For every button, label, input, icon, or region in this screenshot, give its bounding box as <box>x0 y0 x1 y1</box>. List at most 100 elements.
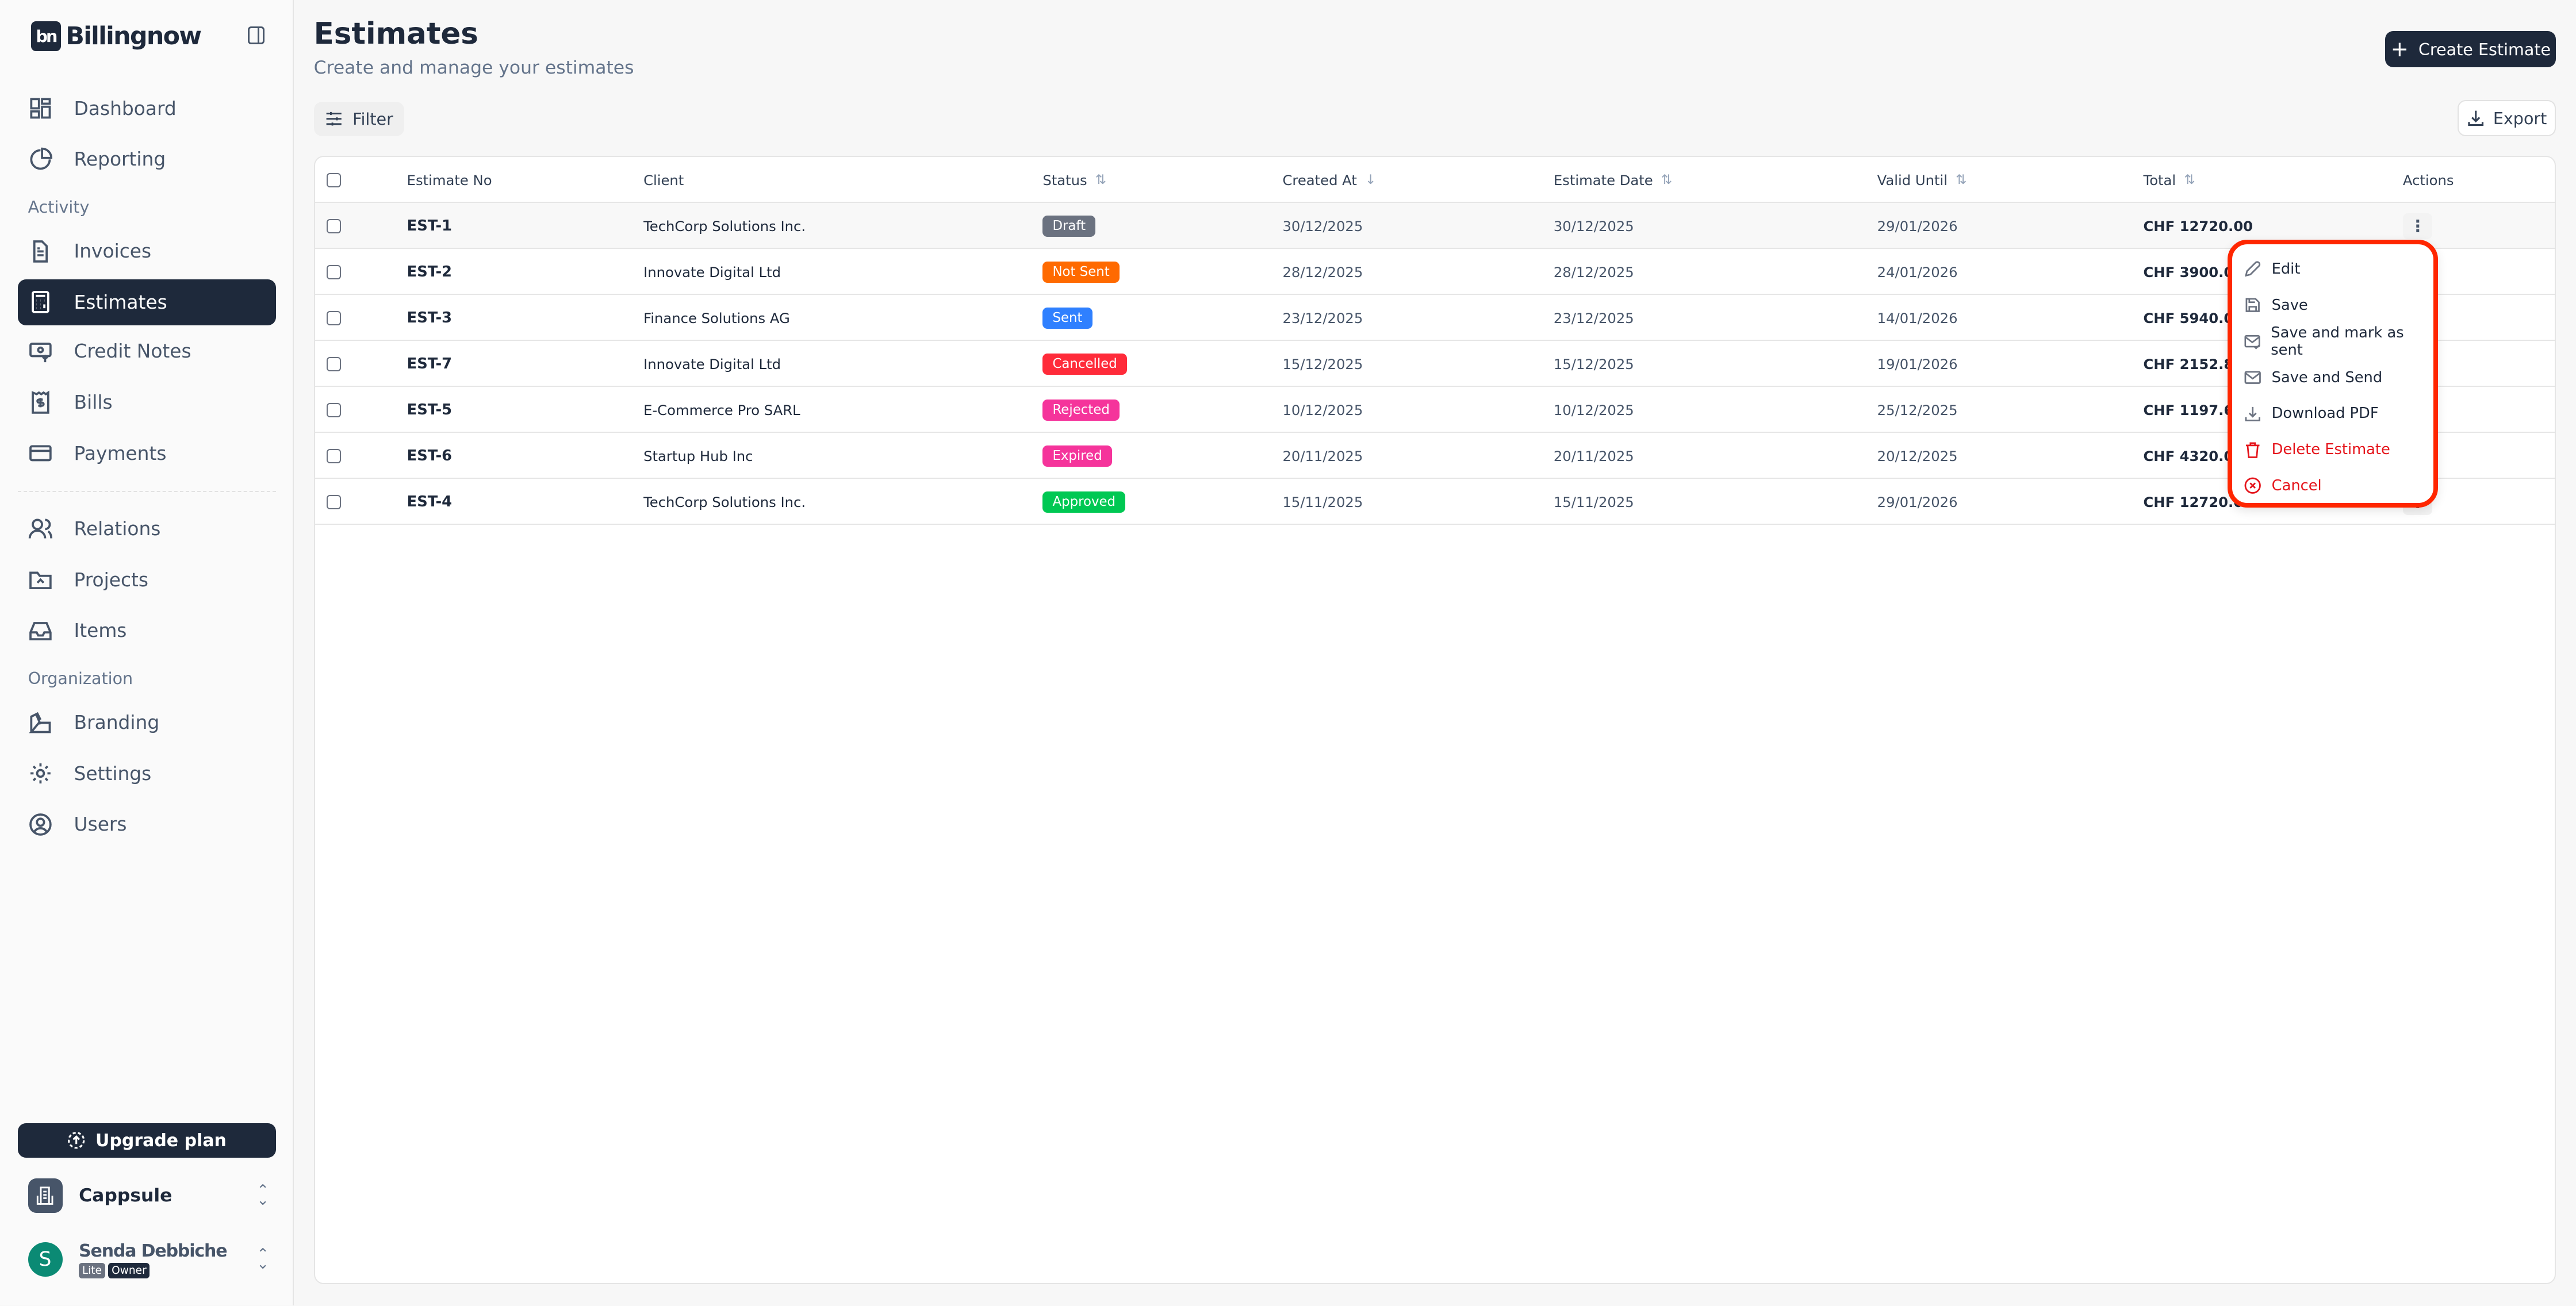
sort-desc-icon: ↓ <box>1365 172 1377 188</box>
estimate-date: 23/12/2025 <box>1553 309 1634 326</box>
table-row[interactable]: EST-3 Finance Solutions AG Sent 23/12/2025 2… <box>315 295 2555 341</box>
created-at: 28/12/2025 <box>1282 263 1363 281</box>
col-status-label: Status <box>1042 171 1087 189</box>
sidebar-item-projects[interactable]: Projects <box>18 557 276 603</box>
row-checkbox[interactable] <box>326 448 342 464</box>
org-switcher[interactable]: Cappsule ⌃ ⌄ <box>28 1177 271 1213</box>
valid-until: 29/01/2026 <box>1877 217 1958 235</box>
plan-badge: Lite <box>79 1262 105 1278</box>
created-at: 30/12/2025 <box>1282 217 1363 235</box>
menu-item-save-and-send[interactable]: Save and Send <box>2244 361 2382 394</box>
estimate-date: 10/12/2025 <box>1553 401 1634 418</box>
col-created-at[interactable]: Created At ↓ <box>1282 157 1376 203</box>
select-all-checkbox[interactable] <box>326 172 342 188</box>
row-checkbox[interactable] <box>326 356 342 372</box>
inbox-icon <box>29 621 52 640</box>
sidebar-item-label: Reporting <box>74 148 166 171</box>
logo[interactable]: bn Billingnow <box>31 21 202 51</box>
row-checkbox[interactable] <box>326 218 342 234</box>
estimates-table: Estimate No Client Status ⇅ Created At ↓ E… <box>313 156 2556 1285</box>
sidebar-item-bills[interactable]: Bills <box>18 379 276 425</box>
menu-item-label: Cancel <box>2271 477 2322 495</box>
estimate-no[interactable]: EST-5 <box>407 401 453 419</box>
col-valid-until[interactable]: Valid Until ⇅ <box>1877 157 1967 203</box>
col-total[interactable]: Total ⇅ <box>2144 157 2195 203</box>
valid-until: 20/12/2025 <box>1877 447 1958 464</box>
sidebar-item-relations[interactable]: Relations <box>18 506 276 552</box>
users-icon <box>28 518 52 539</box>
gear-icon <box>30 763 51 784</box>
pencil-icon <box>2245 261 2261 277</box>
user-menu[interactable]: S Senda Debbiche Lite Owner ⌃ ⌄ <box>28 1240 271 1280</box>
menu-item-delete-estimate[interactable]: Delete Estimate <box>2244 433 2390 466</box>
sidebar-item-branding[interactable]: Branding <box>18 700 276 746</box>
sidebar-item-credit-notes[interactable]: Credit Notes <box>18 328 276 374</box>
table-row[interactable]: EST-2 Innovate Digital Ltd Not Sent 28/12/2… <box>315 249 2555 295</box>
sidebar-item-payments[interactable]: Payments <box>18 431 276 477</box>
table-row[interactable]: EST-5 E-Commerce Pro SARL Rejected 10/12/20… <box>315 387 2555 433</box>
estimate-no[interactable]: EST-7 <box>407 355 453 373</box>
status-badge: Draft <box>1042 215 1096 237</box>
more-vertical-icon[interactable]: ⋮ <box>2402 213 2433 240</box>
client: Innovate Digital Ltd <box>643 355 781 372</box>
sidebar: bn Billingnow Dashboard Reporting Invoices… <box>0 0 294 1306</box>
sidebar-item-label: Dashboard <box>74 97 177 120</box>
row-checkbox[interactable] <box>326 310 342 326</box>
sidebar-item-label: Credit Notes <box>74 340 191 363</box>
client: Innovate Digital Ltd <box>643 263 781 281</box>
valid-until: 24/01/2026 <box>1877 263 1958 281</box>
menu-item-edit[interactable]: Edit <box>2244 252 2300 285</box>
table-row[interactable]: EST-4 TechCorp Solutions Inc. Approved 15/1… <box>315 479 2555 525</box>
menu-item-save[interactable]: Save <box>2244 289 2308 321</box>
sidebar-item-invoices[interactable]: Invoices <box>18 228 276 274</box>
row-checkbox[interactable] <box>326 402 342 418</box>
export-button[interactable]: Export <box>2458 100 2556 137</box>
estimate-no[interactable]: EST-2 <box>407 263 453 281</box>
col-estimate-date[interactable]: Estimate Date ⇅ <box>1554 157 1672 203</box>
sliders-icon <box>326 112 342 126</box>
logo-mark: bn <box>31 21 61 51</box>
valid-until: 19/01/2026 <box>1877 355 1958 372</box>
calculator-icon <box>31 291 49 313</box>
status-badge: Cancelled <box>1042 353 1127 375</box>
create-estimate-button[interactable]: + Create Estimate <box>2385 31 2556 68</box>
table-row[interactable]: EST-7 Innovate Digital Ltd Cancelled 15/12/… <box>315 341 2555 387</box>
col-status[interactable]: Status ⇅ <box>1042 157 1106 203</box>
user-name: Senda Debbiche <box>79 1241 227 1262</box>
sidebar-item-items[interactable]: Items <box>18 608 276 654</box>
sidebar-item-label: Items <box>74 620 127 642</box>
table-row[interactable]: EST-1 TechCorp Solutions Inc. Draft 30/12/2… <box>315 203 2555 249</box>
chevrons-up-down-icon: ⌃ ⌄ <box>256 1181 269 1209</box>
upgrade-plan-button[interactable]: Upgrade plan <box>18 1123 276 1158</box>
row-checkbox[interactable] <box>326 264 342 280</box>
col-created-label: Created At <box>1282 171 1357 189</box>
sidebar-item-reporting[interactable]: Reporting <box>18 136 276 182</box>
estimate-no[interactable]: EST-6 <box>407 447 453 465</box>
filter-button[interactable]: Filter <box>313 102 404 137</box>
estimate-no[interactable]: EST-4 <box>407 493 453 511</box>
building-icon <box>28 1178 63 1213</box>
col-client[interactable]: Client <box>643 171 684 189</box>
menu-item-download-pdf[interactable]: Download PDF <box>2244 397 2379 430</box>
col-estimate-no[interactable]: Estimate No <box>407 171 492 189</box>
section-organization: Organization <box>28 668 133 688</box>
col-actions: Actions <box>2402 171 2454 189</box>
row-checkbox[interactable] <box>326 494 342 510</box>
sidebar-toggle-icon[interactable] <box>248 26 264 45</box>
filter-label: Filter <box>352 109 393 129</box>
client: Startup Hub Inc <box>643 447 753 464</box>
sidebar-item-settings[interactable]: Settings <box>18 751 276 797</box>
estimate-no[interactable]: EST-3 <box>407 309 453 327</box>
dashboard-icon <box>30 98 51 119</box>
estimate-no[interactable]: EST-1 <box>407 217 453 235</box>
estimate-date: 15/11/2025 <box>1553 493 1634 510</box>
table-row[interactable]: EST-6 Startup Hub Inc Expired 20/11/2025 20/… <box>315 433 2555 479</box>
sidebar-item-dashboard[interactable]: Dashboard <box>18 86 276 132</box>
menu-item-cancel[interactable]: Cancel <box>2244 470 2322 502</box>
sidebar-item-estimates[interactable]: Estimates <box>18 279 276 325</box>
download-icon <box>2468 110 2484 126</box>
sidebar-item-users[interactable]: Users <box>18 801 276 847</box>
total: CHF 3900.00 <box>2143 263 2244 281</box>
menu-item-save-and-mark-as-sent[interactable]: Save and mark as sent <box>2244 324 2433 359</box>
created-at: 10/12/2025 <box>1282 401 1363 418</box>
